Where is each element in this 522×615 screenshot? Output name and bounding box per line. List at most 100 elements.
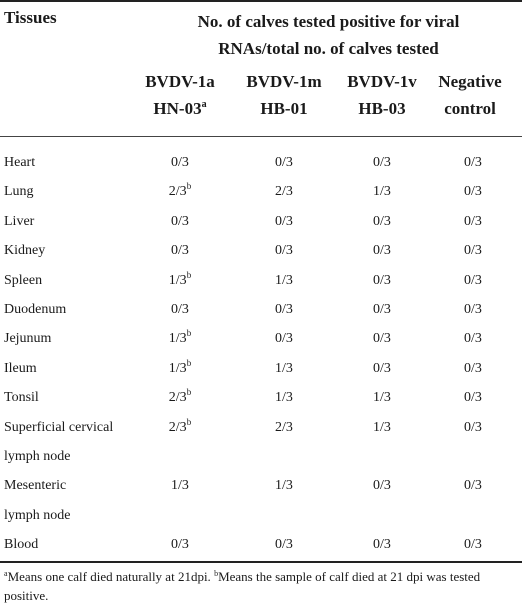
value-cell: 0/3 bbox=[464, 537, 482, 553]
tissue-label: Jejunum bbox=[4, 331, 52, 347]
footnote-a-text: Means one calf died naturally at 21dpi. bbox=[7, 569, 215, 584]
value-cell: 0/3 bbox=[464, 155, 482, 170]
value-cell: 0/3 bbox=[373, 272, 391, 288]
tissue-label: Ileum bbox=[4, 360, 37, 376]
footnotes: aMeans one calf died naturally at 21dpi.… bbox=[4, 567, 518, 605]
tissue-label: Duodenum bbox=[4, 301, 67, 317]
tissue-label: Liver bbox=[4, 213, 35, 229]
value-cell: 1/3 bbox=[373, 390, 391, 406]
footnote-mark-b: b bbox=[186, 328, 192, 339]
value-cell: 0/3 bbox=[464, 331, 482, 347]
value-cell: 2/3b bbox=[168, 387, 192, 406]
value-cell: 0/3 bbox=[171, 301, 189, 317]
value-cell: 0/3 bbox=[373, 360, 391, 376]
value-cell: 0/3 bbox=[373, 478, 391, 494]
footnote-a-mark: a bbox=[4, 569, 8, 578]
table-row: Kidney 0/3 0/3 0/3 0/3 bbox=[0, 236, 522, 265]
table-row: Ileum 1/3b 1/3 0/3 0/3 bbox=[0, 354, 522, 383]
value-cell: 0/3 bbox=[464, 360, 482, 376]
column-header-bvdv-1v: BVDV-1v HB-03 bbox=[322, 68, 442, 122]
table-row: Tonsil 2/3b 1/3 1/3 0/3 bbox=[0, 383, 522, 412]
header-rule bbox=[0, 136, 522, 137]
value-cell: 0/3 bbox=[171, 243, 189, 259]
tissue-cell: Jejunum bbox=[4, 324, 154, 353]
table-body: Heart 0/3 0/3 0/3 0/3 Lung 2/3b 2/3 1/3 0/3 Liver 0… bbox=[0, 148, 522, 560]
tissue-label: Superficial cervical bbox=[4, 419, 114, 435]
tissue-cell: Lung bbox=[4, 177, 154, 206]
value-cell: 0/3 bbox=[373, 331, 391, 347]
spanning-header: No. of calves tested positive for viral … bbox=[135, 8, 522, 62]
tissue-label: Kidney bbox=[4, 243, 46, 259]
tissue-cell: Duodenum bbox=[4, 295, 154, 324]
value-cell: 1/3 bbox=[373, 419, 391, 435]
value-cell: 2/3b bbox=[168, 181, 192, 200]
value-cell: 1/3 bbox=[275, 478, 293, 494]
table-row: Blood 0/3 0/3 0/3 0/3 bbox=[0, 530, 522, 559]
table-row: Jejunum 1/3b 0/3 0/3 0/3 bbox=[0, 324, 522, 353]
column-header-negative-control: Negative control bbox=[418, 68, 522, 122]
footnote-b-mark: b bbox=[214, 569, 219, 578]
footnote-mark-b: b bbox=[186, 387, 192, 398]
tissue-label: Heart bbox=[4, 155, 36, 170]
bottom-rule bbox=[0, 561, 522, 563]
value-cell: 1/3 bbox=[275, 360, 293, 376]
value-cell: 0/3 bbox=[464, 419, 482, 435]
value-cell: 2/3b bbox=[168, 416, 192, 435]
value-cell: 0/3 bbox=[275, 301, 293, 317]
tissue-label: Blood bbox=[4, 537, 39, 553]
value-cell: 1/3 bbox=[275, 272, 293, 288]
column-header-line1: BVDV-1m bbox=[246, 72, 322, 91]
value-cell: 0/3 bbox=[464, 243, 482, 259]
footnote-mark-b: b bbox=[186, 357, 192, 368]
value-cell: 1/3b bbox=[168, 357, 192, 376]
table-row: Lung 2/3b 2/3 1/3 0/3 bbox=[0, 177, 522, 206]
value-cell: 0/3 bbox=[464, 301, 482, 317]
value-cell: 0/3 bbox=[275, 243, 293, 259]
tissue-label: lymph node bbox=[4, 507, 71, 523]
value-cell: 0/3 bbox=[373, 213, 391, 229]
footnote-mark-a: a bbox=[201, 99, 207, 110]
value-cell: 1/3 bbox=[373, 184, 391, 200]
tissue-cell: Kidney bbox=[4, 236, 154, 265]
value-cell: 2/3 bbox=[275, 184, 293, 200]
value-cell: 0/3 bbox=[275, 537, 293, 553]
spanning-header-line1: No. of calves tested positive for viral bbox=[197, 12, 460, 31]
column-header-line2: control bbox=[444, 99, 496, 118]
value-cell: 1/3b bbox=[168, 269, 192, 288]
footnote-b-text: Means the sample of calf died at 21 dpi … bbox=[4, 569, 481, 603]
footnote-mark-b: b bbox=[186, 181, 192, 192]
tissue-cell: Liver bbox=[4, 207, 154, 236]
top-rule bbox=[0, 0, 522, 2]
value-cell: 0/3 bbox=[275, 155, 293, 170]
value-cell: 0/3 bbox=[171, 155, 189, 170]
table-row: Mesenteric lymph node 1/3 1/3 0/3 0/3 bbox=[0, 471, 522, 530]
column-header-line2: HN-03a bbox=[153, 99, 207, 118]
tissue-cell: Blood bbox=[4, 530, 154, 559]
footnote-mark-b: b bbox=[186, 269, 192, 280]
tissue-label: Lung bbox=[4, 184, 34, 200]
table-row: Heart 0/3 0/3 0/3 0/3 bbox=[0, 148, 522, 177]
column-header-line2: HB-01 bbox=[260, 99, 308, 118]
column-header-bvdv-1a: BVDV-1a HN-03a bbox=[120, 68, 240, 122]
column-header-bvdv-1m: BVDV-1m HB-01 bbox=[224, 68, 344, 122]
tissue-cell: Spleen bbox=[4, 266, 154, 295]
spanning-header-line2: RNAs/total no. of calves tested bbox=[218, 39, 439, 58]
value-cell: 0/3 bbox=[464, 478, 482, 494]
column-header-line1: Negative bbox=[438, 72, 502, 91]
tissue-label: lymph node bbox=[4, 448, 71, 464]
tissue-cell: Mesenteric lymph node bbox=[4, 471, 154, 530]
value-cell: 0/3 bbox=[373, 155, 391, 170]
value-cell: 0/3 bbox=[373, 301, 391, 317]
value-cell: 0/3 bbox=[275, 213, 293, 229]
value-cell: 0/3 bbox=[171, 213, 189, 229]
value-cell: 0/3 bbox=[275, 331, 293, 347]
value-cell: 0/3 bbox=[464, 272, 482, 288]
tissue-cell: Heart bbox=[4, 148, 154, 177]
tissue-cell: Superficial cervical lymph node bbox=[4, 413, 154, 472]
tissue-label: Mesenteric bbox=[4, 478, 67, 494]
column-header-line2: HB-03 bbox=[358, 99, 406, 118]
column-header-line1: BVDV-1v bbox=[347, 72, 417, 91]
tissue-cell: Tonsil bbox=[4, 383, 154, 412]
value-cell: 1/3b bbox=[168, 328, 192, 347]
